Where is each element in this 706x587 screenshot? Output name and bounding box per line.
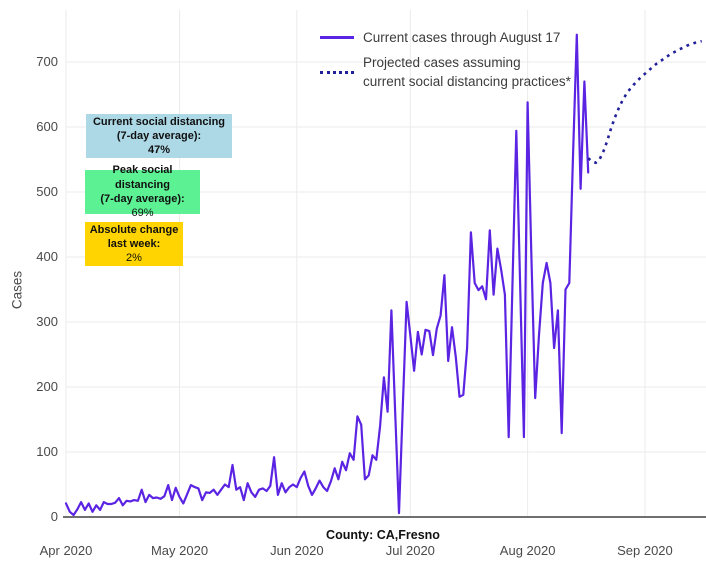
x-tick-label: Aug 2020 — [499, 543, 556, 558]
absolute-change-label-line1: Absolute change — [89, 223, 179, 236]
current-distancing-label-line2: (7-day average): — [116, 129, 202, 142]
legend-item-projected-cases: Projected cases assuming current social … — [320, 53, 571, 92]
absolute-change-label-line2: last week: — [107, 237, 161, 250]
peak-social-distancing-box: Peak social distancing (7-day average): … — [85, 164, 200, 219]
absolute-change-box: Absolute change last week: 2% — [85, 222, 183, 266]
x-tick-label: Jun 2020 — [270, 543, 324, 558]
y-tick-label: 500 — [36, 184, 58, 199]
x-tick-label: Sep 2020 — [617, 543, 673, 558]
current-distancing-label-line1: Current social distancing — [92, 115, 226, 128]
current-social-distancing-box: Current social distancing (7-day average… — [86, 114, 232, 158]
legend-label-projected-cases: Projected cases assuming current social … — [363, 54, 571, 90]
y-tick-label: 400 — [36, 249, 58, 264]
solid-line-swatch — [320, 36, 354, 40]
y-tick-label: 600 — [36, 119, 58, 134]
legend-item-current-cases: Current cases through August 17 — [320, 28, 571, 48]
y-tick-label: 700 — [36, 54, 58, 69]
peak-distancing-label-line1: Peak social distancing — [112, 164, 173, 191]
x-axis-title: County: CA,Fresno — [326, 528, 440, 542]
y-tick-label: 200 — [36, 379, 58, 394]
y-tick-label: 100 — [36, 444, 58, 459]
peak-distancing-label-line2: (7-day average): — [100, 193, 185, 205]
y-tick-label: 300 — [36, 314, 58, 329]
absolute-change-value: 2% — [126, 252, 142, 265]
current-distancing-value: 47% — [147, 144, 171, 157]
x-tick-label: Jul 2020 — [385, 543, 435, 558]
y-tick-label: 0 — [50, 509, 58, 524]
x-tick-label: Apr 2020 — [39, 543, 93, 558]
legend-label-current-cases: Current cases through August 17 — [363, 30, 561, 45]
peak-distancing-value: 69% — [131, 207, 154, 220]
y-axis-title: Cases — [9, 270, 25, 310]
x-tick-label: May 2020 — [150, 543, 209, 558]
legend: Current cases through August 17 Projecte… — [320, 28, 571, 97]
dotted-line-swatch — [320, 70, 354, 74]
